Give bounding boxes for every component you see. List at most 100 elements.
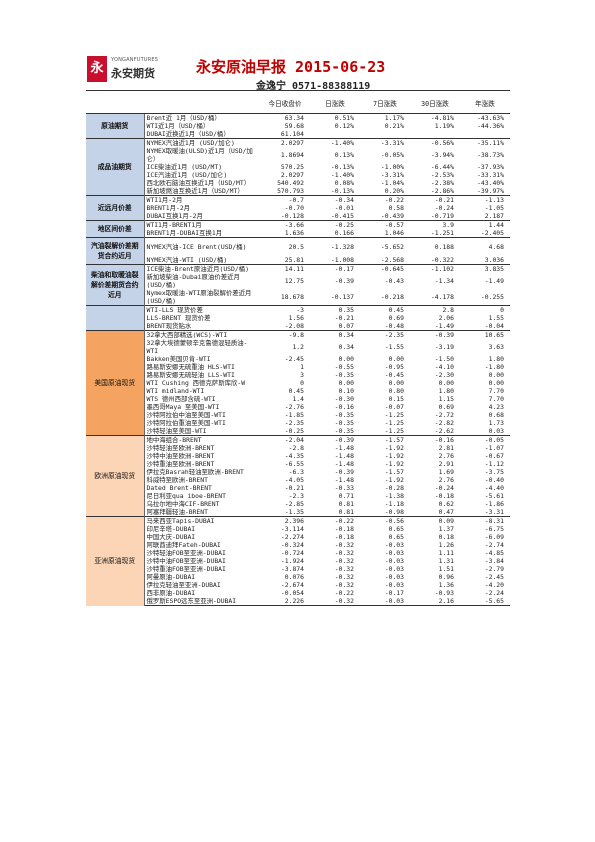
- month-change: 2.91: [438, 460, 454, 468]
- week-change: -0.03: [384, 573, 404, 581]
- item-name: Dated Brent-BRENT: [146, 484, 212, 492]
- table-row: WTI Cushing 西德克萨斯库欣-W 0 0.00 0.00 0.00 0.00: [86, 379, 510, 387]
- close-value: 540.492: [277, 179, 304, 187]
- item-name: ICE柴油-Brent原油近月(USD/桶): [144, 264, 260, 273]
- year-change: 0.03: [488, 427, 504, 435]
- item-name: 路易斯安娜无硫轻油 LLS-WTI: [146, 371, 235, 379]
- week-change: 0.00: [388, 379, 404, 387]
- week-change: 0.65: [388, 525, 404, 533]
- month-change: -0.24: [434, 484, 454, 492]
- daily-change: -0.25: [310, 220, 360, 229]
- month-change: -0.322: [430, 256, 454, 264]
- year-change: -1.49: [484, 277, 504, 285]
- table-row: Bakken美国贝肯-WTI -2.45 0.00 0.00 -1.50 1.80: [86, 355, 510, 363]
- year-change: -0.04: [484, 322, 504, 330]
- column-header-annual: 年涨跌: [460, 93, 510, 114]
- week-change: -1.92: [384, 476, 404, 484]
- table-row: WTI midland-WTI 0.45 0.10 0.80 1.80 7.70: [86, 387, 510, 395]
- year-change: 1.44: [460, 220, 510, 229]
- year-change: -2.45: [484, 573, 504, 581]
- daily-change: -0.137: [330, 293, 354, 301]
- item-name: WTS 德州西部含硫-WTI: [146, 395, 216, 403]
- close-value: -2.8: [288, 444, 304, 452]
- section-label: 汽油裂解价差期货合约近月: [86, 237, 145, 265]
- year-change: -38.73%: [477, 151, 504, 159]
- close-value: 1.2: [292, 343, 304, 351]
- table-row: Nymex取暖油-WTI原油裂解价差近月(USD/桶) 18.678 -0.137 -…: [86, 289, 510, 306]
- month-change: -0.21: [410, 195, 460, 204]
- month-change: 1.19%: [434, 122, 454, 130]
- daily-change: -0.32: [310, 597, 360, 606]
- table-row: 沙特中油至欧洲-BRENT -4.35 -1.48 -1.92 2.76 -0.67: [86, 452, 510, 460]
- week-change: -1.92: [384, 460, 404, 468]
- close-value: 570.793: [277, 187, 304, 195]
- year-change: -2.405: [480, 229, 504, 237]
- week-change: -1.00%: [380, 163, 404, 171]
- year-change: 7.70: [488, 395, 504, 403]
- week-change: -1.25: [384, 427, 404, 435]
- close-value: -2.76: [284, 403, 304, 411]
- year-change: -1.07: [484, 444, 504, 452]
- item-name: 沙特轻油至欧洲-BRENT: [146, 444, 215, 452]
- table-row: 32拿大埃德蒙顿辛克鲁德混轻质油-WTI 1.2 0.34 -1.55 -3.19 3.6…: [86, 339, 510, 355]
- close-value: -3: [260, 305, 310, 314]
- item-name: 沙特中油至欧洲-BRENT: [146, 452, 215, 460]
- item-name: BRENT现货贴水: [146, 322, 192, 330]
- logo-chinese-name: 永安期货: [111, 67, 155, 80]
- item-name: 阿联酋迪拜Fateh-DUBAI: [146, 541, 221, 549]
- item-name: 沙特轻油至美国-WTI: [146, 427, 207, 435]
- table-row: 沙特中油FOB至亚洲-DUBAI -1.924 -0.32 -0.03 1.31 -3.8…: [86, 557, 510, 565]
- daily-change: -1.40%: [330, 171, 354, 179]
- month-change: 1.26: [438, 541, 454, 549]
- daily-change: -0.55: [334, 363, 354, 371]
- month-change: 0.18: [438, 533, 454, 541]
- month-change: 3.9: [410, 220, 460, 229]
- close-value: 570.25: [280, 163, 304, 171]
- table-row: 原油期货 Brent近 1月（USD/桶） 63.34 0.51% 1.17% -4.81…: [86, 113, 510, 139]
- month-change: -2.62: [434, 427, 454, 435]
- month-change: -2.86%: [430, 187, 454, 195]
- close-value: -2.35: [284, 419, 304, 427]
- year-change: 4.23: [488, 403, 504, 411]
- daily-change: 0.00: [338, 355, 354, 363]
- close-value: 59.68: [284, 122, 304, 130]
- table-row: 汽油裂解价差期货合约近月 NYMEX汽油-ICE Brent(USD/桶) 20.5…: [86, 237, 510, 265]
- month-change: 2.8: [410, 305, 460, 314]
- daily-change: -0.415: [330, 212, 354, 220]
- year-change: [460, 130, 510, 139]
- month-change: 0.62: [438, 500, 454, 508]
- month-change: 2.81: [438, 444, 454, 452]
- close-value: -0.7: [260, 195, 310, 204]
- year-change: 3.835: [460, 264, 510, 273]
- item-name: 沙特阿拉伯中油至美国-WTI: [146, 411, 226, 419]
- year-change: -3.31: [484, 508, 504, 516]
- close-value: -1.35: [284, 508, 304, 516]
- month-change: 2.06: [438, 314, 454, 322]
- week-change: [360, 130, 410, 139]
- year-change: -4.85: [484, 549, 504, 557]
- month-change: 1.36: [438, 581, 454, 589]
- item-name: 西北欧石脑油互换近1月（USD/MT）: [146, 179, 251, 187]
- table-row: WTS 德州西部含硫-WTI 1.4 -0.30 0.15 1.15 7.70: [86, 395, 510, 403]
- month-change: 1.11: [438, 549, 454, 557]
- week-change: -2.35: [360, 330, 410, 339]
- close-value: 2.396: [260, 516, 310, 525]
- item-name: BRENT1月-2月: [146, 204, 191, 212]
- daily-change: 0.51%: [334, 114, 354, 122]
- daily-change: -0.32: [334, 549, 354, 557]
- close-value: -3.874: [280, 565, 304, 573]
- week-change: -0.48: [384, 322, 404, 330]
- year-change: -43.63%: [477, 114, 504, 122]
- close-value: -1.85: [284, 411, 304, 419]
- week-change: -0.22: [360, 195, 410, 204]
- column-header-daily: 日涨跌: [310, 93, 360, 114]
- item-name: WTI-LLS 现货价差: [144, 305, 260, 314]
- year-change: 4.68: [460, 237, 510, 256]
- year-change: -5.65: [460, 597, 510, 606]
- week-change: -0.03: [384, 565, 404, 573]
- close-value: 2.0297: [260, 138, 310, 147]
- table-row: ICE汽油近1月 (USD/加仑) 2.0297 -1.40% -3.31% -2.53…: [86, 171, 510, 179]
- month-change: 0.47: [438, 508, 454, 516]
- table-row: 乌拉尔地中海CIF-BRENT -2.85 0.81 -1.18 0.62 -1.86: [86, 500, 510, 508]
- item-name: 伊拉克Basrah轻油至欧洲-BRENT: [146, 468, 244, 476]
